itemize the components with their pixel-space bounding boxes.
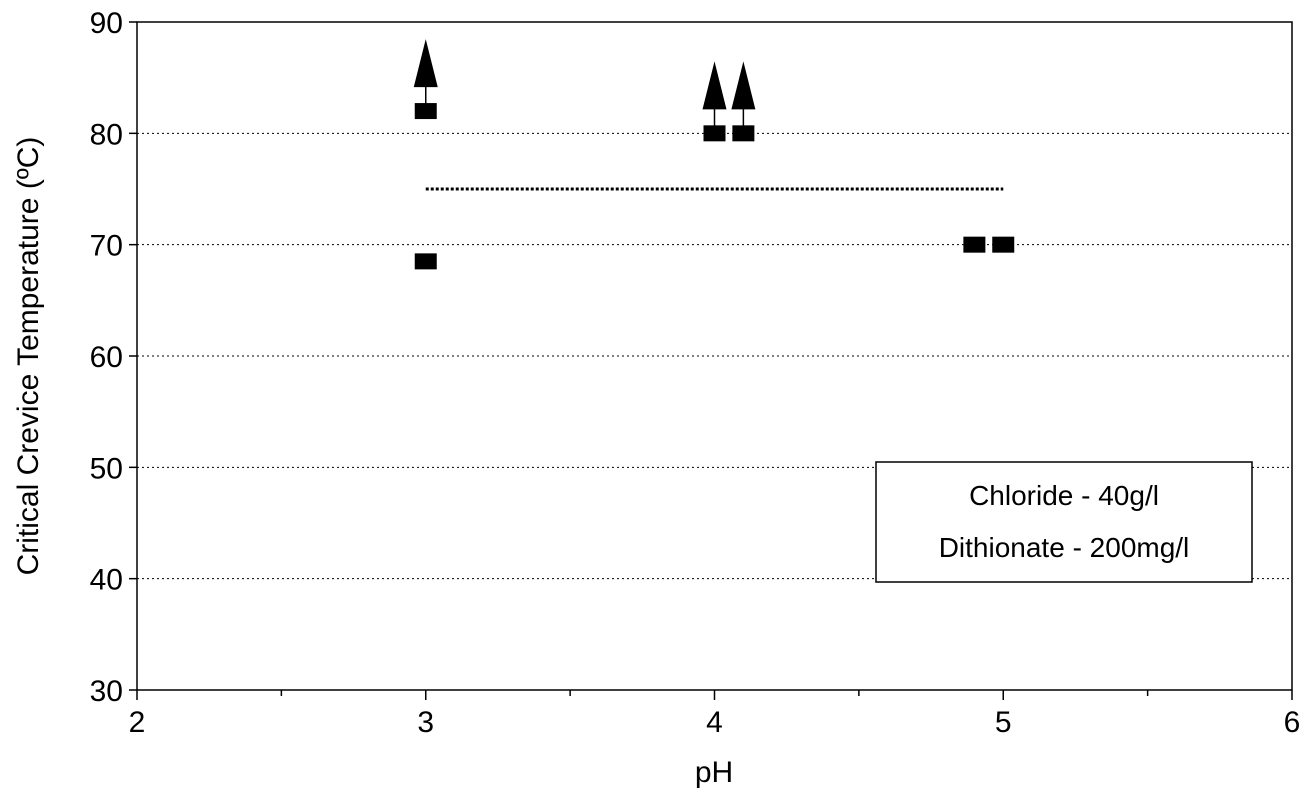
x-tick-label-6: 6 — [1284, 706, 1301, 739]
annotation-frame — [875, 461, 1253, 583]
x-tick-label-2: 2 — [129, 706, 146, 739]
annotation-line-dithionate: Dithionate - 200mg/l — [939, 532, 1190, 563]
y-axis-title: Critical Crevice Temperature (ºC) — [12, 137, 45, 576]
annotation-box: Chloride - 40g/l Dithionate - 200mg/l — [875, 461, 1253, 583]
data-point-5 — [992, 236, 1015, 253]
y-tick-label-30: 30 — [90, 675, 123, 708]
arrow-head-2 — [702, 61, 727, 110]
data-point-1 — [414, 253, 437, 270]
y-tick-label-70: 70 — [90, 230, 123, 263]
x-tick-label-5: 5 — [995, 706, 1012, 739]
y-tick-label-90: 90 — [90, 7, 123, 40]
data-point-4 — [963, 236, 986, 253]
y-tick-label-80: 80 — [90, 118, 123, 151]
x-axis-title: pH — [695, 756, 733, 789]
annotation-line-chloride: Chloride - 40g/l — [969, 480, 1159, 511]
y-axis-ticks: 30 40 50 60 70 80 90 — [90, 7, 137, 708]
x-tick-label-4: 4 — [706, 706, 723, 739]
y-tick-label-50: 50 — [90, 452, 123, 485]
y-tick-label-40: 40 — [90, 564, 123, 597]
arrow-head-0 — [413, 39, 438, 88]
y-tick-label-60: 60 — [90, 341, 123, 374]
arrow-head-3 — [731, 61, 756, 110]
data-points — [413, 39, 1015, 270]
x-axis-ticks: 2 3 4 5 6 — [129, 690, 1301, 739]
data-point-3 — [732, 125, 755, 142]
data-point-2 — [703, 125, 726, 142]
data-point-0 — [414, 103, 437, 120]
x-tick-label-3: 3 — [417, 706, 434, 739]
